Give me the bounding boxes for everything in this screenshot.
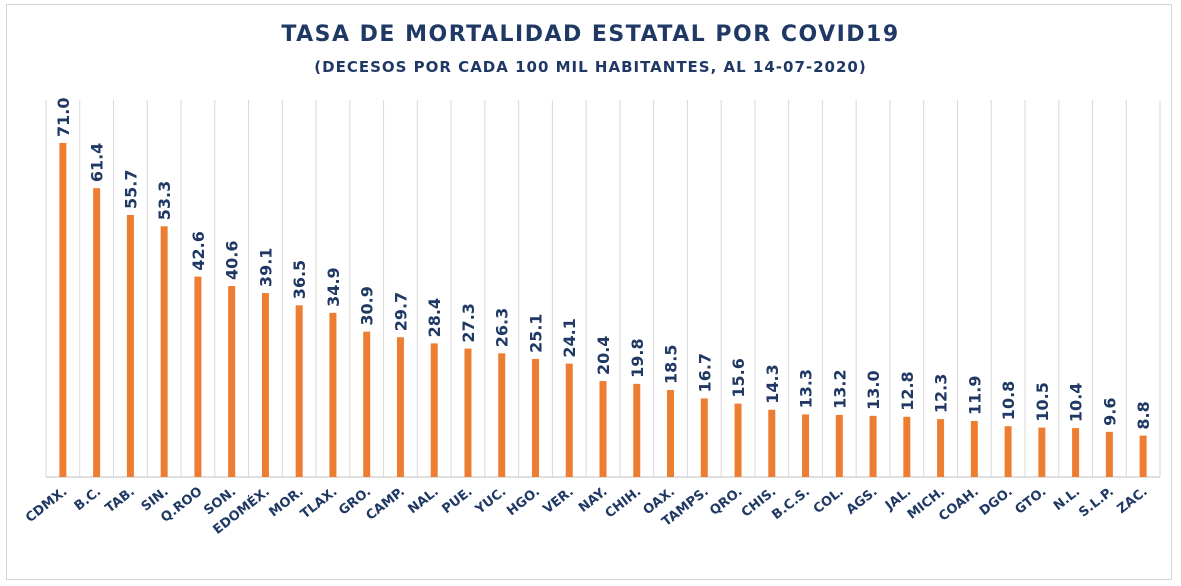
bar bbox=[1038, 427, 1046, 477]
value-label: 34.9 bbox=[324, 267, 343, 306]
value-label: 9.6 bbox=[1100, 397, 1119, 425]
bar bbox=[396, 337, 404, 477]
bar bbox=[1004, 426, 1012, 477]
category-tick-label: VER. bbox=[541, 484, 577, 517]
bar bbox=[430, 343, 438, 477]
bar bbox=[667, 389, 675, 477]
category-tick-label: CHIH. bbox=[603, 484, 645, 521]
bar bbox=[194, 276, 202, 477]
bar bbox=[363, 331, 371, 477]
bar bbox=[228, 286, 236, 477]
value-label: 12.8 bbox=[898, 371, 917, 410]
bar bbox=[160, 226, 168, 477]
gridlines bbox=[45, 100, 1161, 478]
bar bbox=[565, 363, 573, 477]
category-tick-label: ZAC. bbox=[1115, 484, 1151, 517]
category-tick-label: B.C.S. bbox=[769, 484, 813, 523]
category-tick-label: COL. bbox=[811, 484, 847, 517]
value-label: 28.4 bbox=[425, 298, 444, 337]
bar bbox=[1072, 428, 1080, 477]
bar bbox=[633, 383, 641, 477]
value-label: 40.6 bbox=[223, 241, 242, 280]
value-label: 18.5 bbox=[662, 344, 681, 383]
value-label: 13.0 bbox=[864, 370, 883, 409]
value-label: 11.9 bbox=[965, 376, 984, 415]
value-label: 42.6 bbox=[189, 231, 208, 270]
value-label: 26.3 bbox=[493, 308, 512, 347]
category-tick-label: YUC. bbox=[472, 484, 509, 518]
bar bbox=[937, 419, 945, 477]
category-tick-label: DGO. bbox=[977, 484, 1016, 519]
category-tick-label: S.L.P. bbox=[1076, 484, 1116, 520]
value-label: 10.4 bbox=[1067, 383, 1086, 422]
value-label: 29.7 bbox=[391, 292, 410, 331]
value-label: 10.5 bbox=[1033, 382, 1052, 421]
value-label: 39.1 bbox=[256, 248, 275, 287]
value-label: 8.8 bbox=[1134, 401, 1153, 429]
value-label: 36.5 bbox=[290, 260, 309, 299]
bar bbox=[599, 381, 607, 477]
value-label: 27.3 bbox=[459, 303, 478, 342]
bar bbox=[261, 293, 269, 477]
bar bbox=[903, 416, 911, 477]
category-tick-label: NAL. bbox=[406, 484, 442, 517]
value-label: 13.3 bbox=[797, 369, 816, 408]
category-tick-label: TLAX. bbox=[298, 484, 340, 522]
category-tick-label: TAB. bbox=[103, 484, 138, 516]
bar bbox=[835, 414, 843, 477]
bar bbox=[59, 143, 67, 477]
value-label: 10.8 bbox=[999, 381, 1018, 420]
category-tick-label: HGO. bbox=[504, 484, 543, 519]
chart-title: TASA DE MORTALIDAD ESTATAL POR COVID19 bbox=[281, 22, 900, 47]
value-label: 53.3 bbox=[155, 181, 174, 220]
value-label: 14.3 bbox=[763, 364, 782, 403]
value-label: 30.9 bbox=[358, 286, 377, 325]
value-label: 24.1 bbox=[560, 318, 579, 357]
category-tick-label: QRO. bbox=[707, 484, 745, 518]
chart-subtitle: (DECESOS POR CADA 100 MIL HABITANTES, AL… bbox=[314, 58, 867, 76]
value-labels: 71.0 61.4 55.7 53.3 42.6 40.6 39.1 36.5 34.9 30.9… bbox=[54, 98, 1153, 430]
category-tick-label: CAMP. bbox=[364, 484, 408, 523]
bar bbox=[295, 305, 303, 477]
value-label: 20.4 bbox=[594, 336, 613, 375]
bar bbox=[734, 403, 742, 477]
category-tick-labels: CDMX. B.C.TAB. SIN.Q.ROOSON.EDOMÉX.MOR.TLA… bbox=[23, 484, 1150, 538]
category-tick-label: AGS. bbox=[844, 484, 881, 517]
value-label: 16.7 bbox=[695, 353, 714, 392]
category-tick-label: GTO. bbox=[1012, 484, 1049, 517]
bar bbox=[464, 348, 472, 477]
value-label: 25.1 bbox=[526, 313, 545, 352]
category-tick-label: B.C. bbox=[72, 484, 104, 514]
category-tick-label: CDMX. bbox=[23, 484, 70, 526]
value-label: 19.8 bbox=[628, 338, 647, 377]
bar bbox=[802, 414, 810, 477]
bar bbox=[970, 421, 978, 477]
bar bbox=[126, 214, 134, 477]
bar bbox=[329, 312, 337, 477]
value-label: 61.4 bbox=[88, 143, 107, 182]
bar bbox=[700, 398, 708, 477]
bar bbox=[768, 409, 776, 477]
value-label: 13.2 bbox=[830, 369, 849, 408]
bar bbox=[531, 358, 539, 477]
bar bbox=[1139, 435, 1147, 477]
bar bbox=[93, 188, 101, 477]
bar bbox=[1105, 431, 1113, 477]
category-tick-label: PUE. bbox=[439, 484, 475, 517]
value-label: 55.7 bbox=[121, 169, 140, 208]
value-label: 71.0 bbox=[54, 98, 73, 137]
bar bbox=[498, 353, 506, 477]
value-label: 12.3 bbox=[932, 374, 951, 413]
bars bbox=[59, 143, 1147, 477]
value-label: 15.6 bbox=[729, 358, 748, 397]
bar bbox=[869, 415, 877, 477]
